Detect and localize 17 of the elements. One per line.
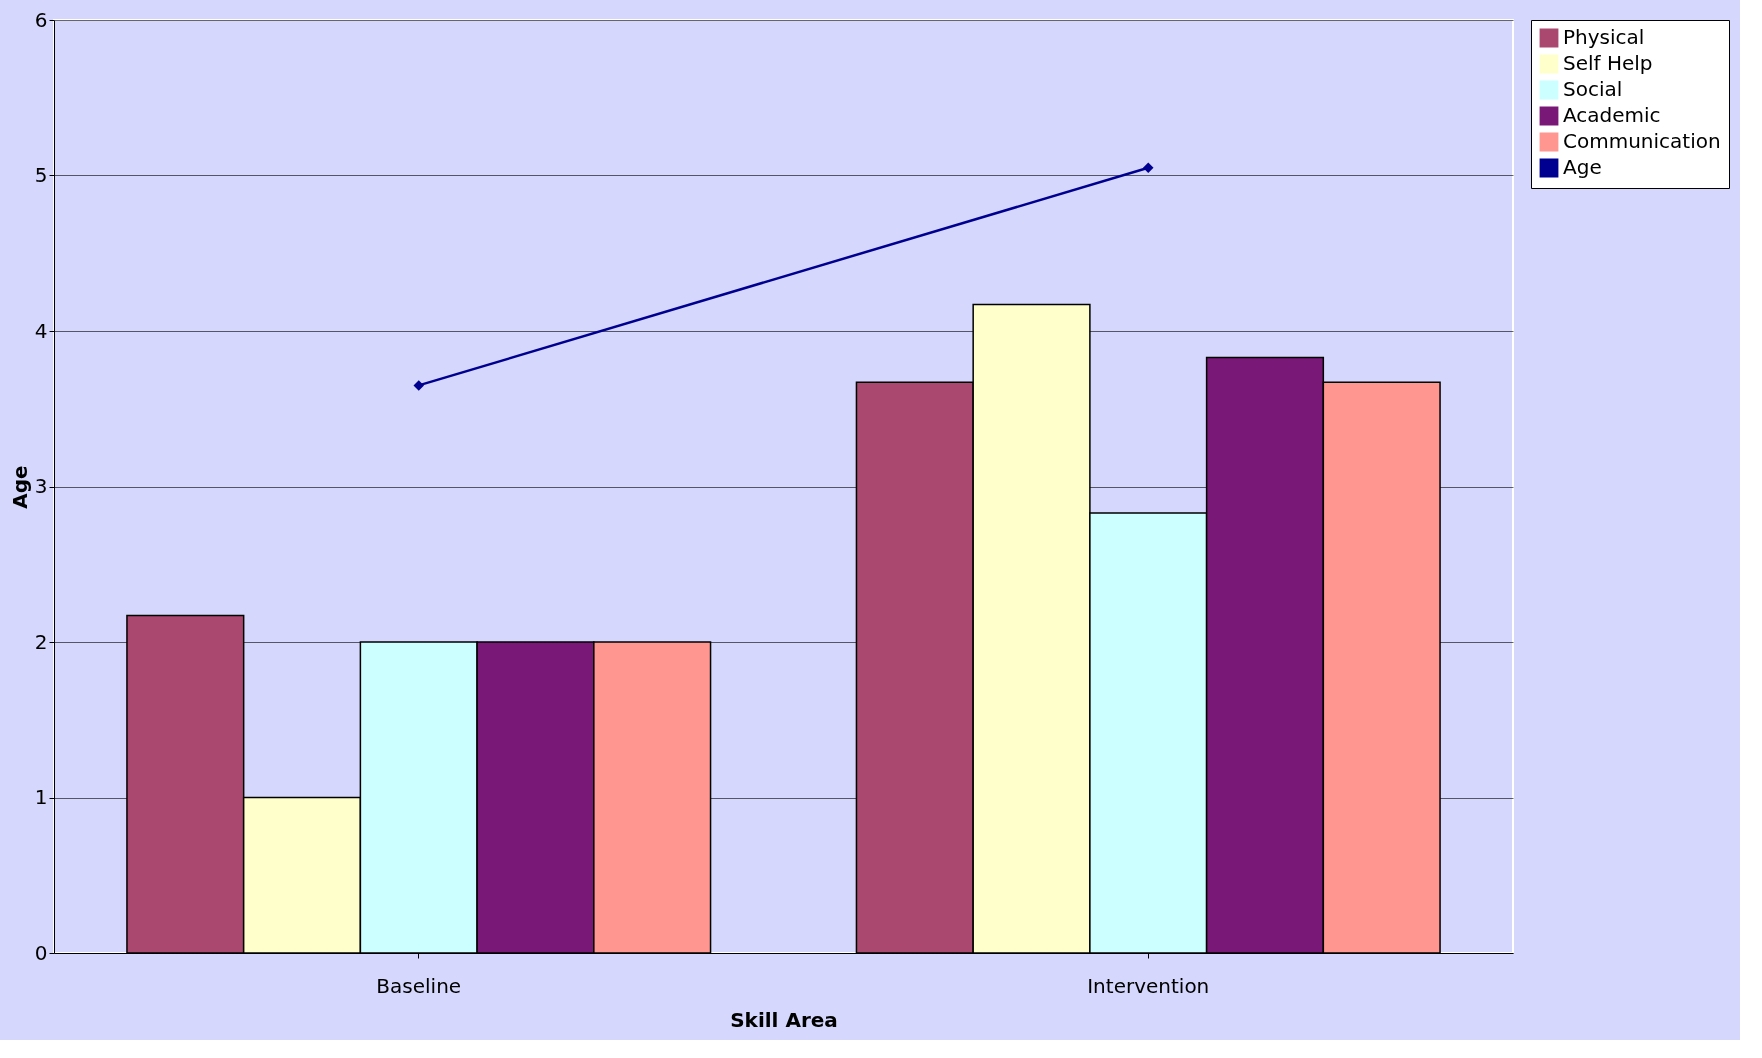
y-tick-label: 1 — [34, 785, 48, 809]
legend-label: Communication — [1563, 129, 1721, 153]
x-axis-title: Skill Area — [730, 1007, 838, 1032]
y-tick-label: 0 — [34, 940, 48, 965]
y-tick-label: 5 — [34, 163, 48, 187]
y-axis-title: Age — [7, 465, 32, 509]
y-tick-label: 3 — [34, 474, 48, 498]
y-tick-label: 6 — [34, 7, 48, 32]
legend-label: Academic — [1563, 103, 1661, 127]
x-tick-label: Intervention — [1087, 973, 1210, 998]
x-tick-label: Baseline — [376, 973, 462, 998]
legend-label: Self Help — [1563, 51, 1653, 75]
legend-label: Age — [1563, 155, 1602, 179]
y-tick-label: 2 — [34, 629, 48, 654]
y-tick-label: 4 — [34, 318, 48, 343]
legend-label: Social — [1563, 77, 1623, 101]
legend-label: Physical — [1563, 25, 1645, 49]
